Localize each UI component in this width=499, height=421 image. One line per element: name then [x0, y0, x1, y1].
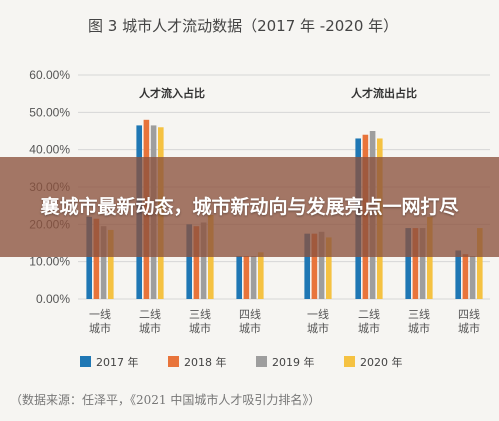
bar [86, 216, 92, 299]
bar [208, 215, 214, 299]
y-tick-label: 50.00% [29, 105, 70, 119]
y-tick-label: 0.00% [36, 292, 70, 306]
category-label: 城市 [189, 321, 211, 335]
legend-label: 2020 年 [360, 355, 403, 369]
bar [258, 252, 264, 299]
bar [108, 229, 114, 299]
category-label: 城市 [239, 321, 261, 335]
bar [462, 254, 469, 299]
bar [186, 224, 192, 299]
category-label: 城市 [139, 321, 161, 335]
category-label: 城市 [89, 321, 111, 335]
category-label: 三线 [408, 307, 430, 321]
bar [455, 250, 461, 299]
chart-title: 图 3 城市人才流动数据（2017 年 -2020 年） [88, 17, 398, 35]
panel-title-outflow: 人才流出占比 [351, 86, 417, 100]
legend-swatch [344, 356, 355, 367]
panel-title-inflow: 人才流入占比 [139, 86, 205, 100]
legend-label: 2017 年 [96, 355, 139, 369]
category-label: 城市 [307, 321, 329, 335]
bar [243, 256, 250, 299]
y-tick-label: 40.00% [29, 143, 70, 157]
category-label: 城市 [458, 321, 480, 335]
legend: 2017 年 2018 年 2019 年 2020 年 [80, 355, 403, 369]
source-note: （数据来源：任泽平，《2021 中国城市人才吸引力排名》） [10, 392, 320, 407]
category-label: 四线 [458, 307, 480, 321]
y-tick-label: 60.00% [29, 68, 70, 82]
bar [318, 231, 325, 299]
bar [193, 226, 200, 299]
category-label: 四线 [239, 307, 261, 321]
bar [93, 218, 100, 299]
legend-swatch [80, 356, 91, 367]
legend-swatch [256, 356, 267, 367]
legend-label: 2018 年 [184, 355, 227, 369]
category-label: 一线 [89, 307, 111, 321]
category-label: 三线 [189, 307, 211, 321]
y-tick-label: 10.00% [29, 255, 70, 269]
bar [250, 256, 257, 299]
headline-banner: 襄城市最新动态，城市新动向与发展亮点一网打尽 [0, 157, 499, 257]
bar [419, 228, 426, 299]
bar [304, 233, 310, 299]
bar [200, 222, 207, 299]
bar [477, 228, 483, 299]
bar [469, 256, 476, 299]
legend-label: 2019 年 [272, 355, 315, 369]
bar [326, 237, 332, 299]
category-label: 二线 [139, 307, 161, 321]
bar [412, 228, 419, 299]
legend-swatch [168, 356, 179, 367]
bar [236, 256, 242, 299]
category-label: 城市 [408, 321, 430, 335]
bar [311, 233, 318, 299]
category-label: 二线 [358, 307, 380, 321]
bar [427, 216, 433, 299]
category-label: 一线 [307, 307, 329, 321]
bar [405, 228, 411, 299]
bar [100, 226, 107, 299]
category-label: 城市 [358, 321, 380, 335]
headline-text: 襄城市最新动态，城市新动向与发展亮点一网打尽 [40, 195, 459, 218]
